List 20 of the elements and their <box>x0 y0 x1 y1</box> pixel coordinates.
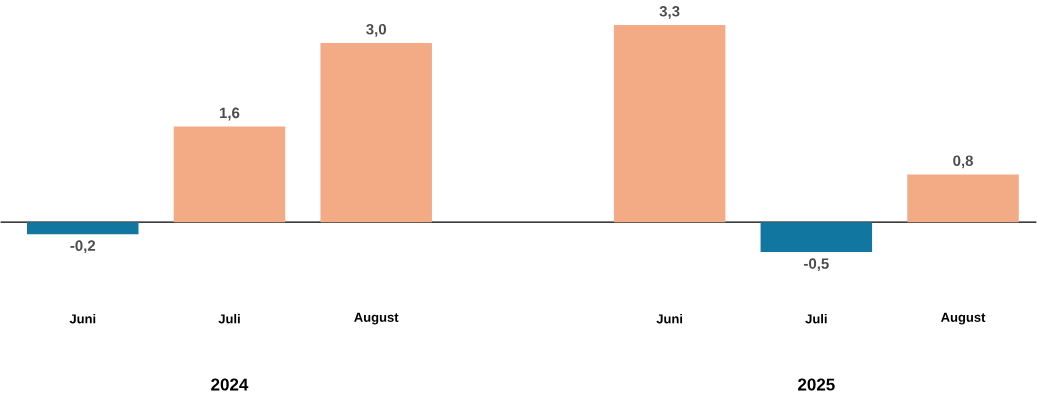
text: 2025 <box>798 378 835 391</box>
x-tick-label: August <box>354 312 399 325</box>
data-label: -0,2 <box>70 240 96 254</box>
bar <box>320 42 432 223</box>
bar <box>760 222 873 253</box>
x-tick-label: Juli <box>805 313 827 324</box>
bar <box>173 126 286 223</box>
bar <box>27 222 139 235</box>
x-tick-label: Juli <box>218 313 240 324</box>
bar <box>907 174 1019 223</box>
data-label: 0,8 <box>953 155 973 169</box>
text: 2024 <box>211 378 249 391</box>
data-label: 3,0 <box>366 23 386 37</box>
data-label: -0,5 <box>804 258 829 272</box>
data-label: 3,3 <box>659 6 680 19</box>
x-tick-label: August <box>941 312 986 325</box>
x-tick-label: Juni <box>69 313 96 324</box>
data-label: 1,6 <box>220 107 240 121</box>
bar <box>613 25 726 223</box>
x-tick-label: Juni <box>656 313 683 324</box>
